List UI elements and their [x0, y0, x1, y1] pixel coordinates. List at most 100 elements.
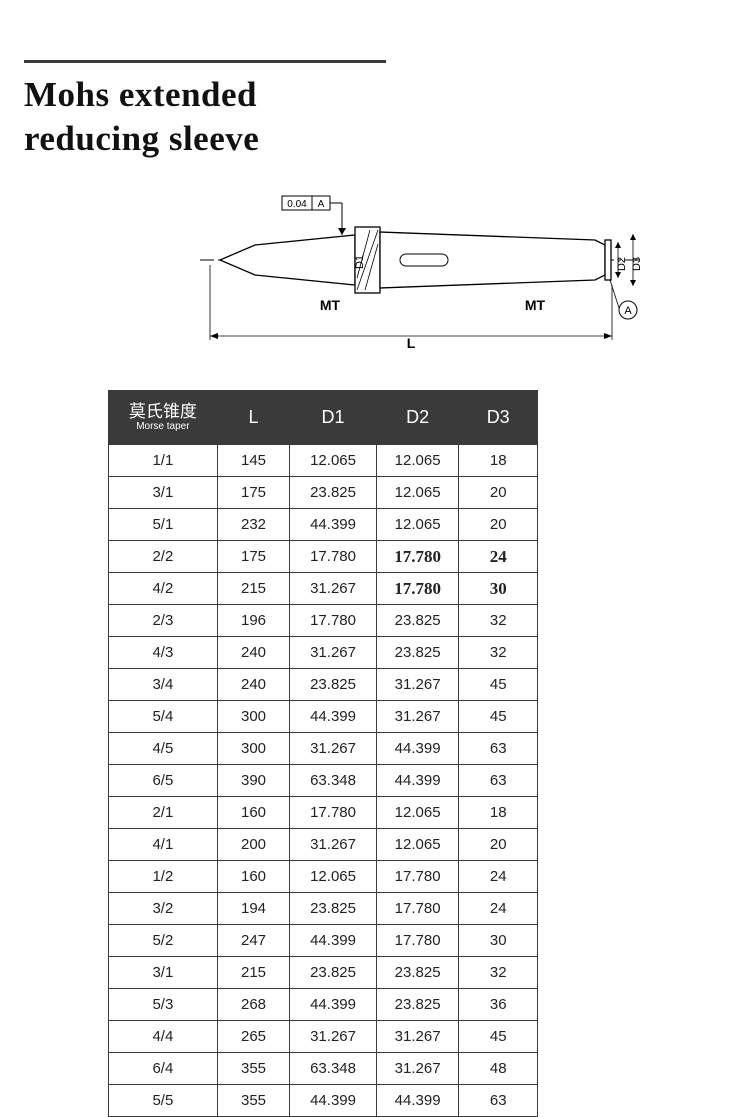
cell-taper: 5/3 [109, 989, 218, 1021]
cell-d2: 17.780 [376, 541, 459, 573]
cell-d3: 18 [459, 797, 538, 829]
cell-l: 240 [217, 669, 290, 701]
cell-d2: 12.065 [376, 445, 459, 477]
cell-taper: 1/1 [109, 445, 218, 477]
page-title: Mohs extended reducing sleeve [24, 73, 386, 161]
cell-d2: 23.825 [376, 605, 459, 637]
cell-d3: 63 [459, 733, 538, 765]
cell-d1: 44.399 [290, 701, 377, 733]
cell-d1: 31.267 [290, 637, 377, 669]
cell-taper: 6/5 [109, 765, 218, 797]
cell-d2: 44.399 [376, 765, 459, 797]
cell-d3: 20 [459, 509, 538, 541]
cell-d1: 17.780 [290, 797, 377, 829]
cell-d1: 23.825 [290, 893, 377, 925]
cell-d3: 24 [459, 893, 538, 925]
cell-d2: 17.780 [376, 861, 459, 893]
cell-l: 215 [217, 957, 290, 989]
cell-d1: 23.825 [290, 669, 377, 701]
cell-taper: 5/5 [109, 1085, 218, 1117]
table-row: 3/117523.82512.06520 [109, 477, 538, 509]
cell-d3: 30 [459, 573, 538, 605]
cell-d1: 17.780 [290, 541, 377, 573]
dim-d1: D1 [354, 255, 366, 269]
cell-d1: 31.267 [290, 733, 377, 765]
table-row: 4/426531.26731.26745 [109, 1021, 538, 1053]
cell-taper: 4/5 [109, 733, 218, 765]
cell-l: 145 [217, 445, 290, 477]
cell-taper: 5/2 [109, 925, 218, 957]
cell-taper: 4/1 [109, 829, 218, 861]
col-taper-cn: 莫氏锥度 [109, 403, 217, 422]
table-row: 1/216012.06517.78024 [109, 861, 538, 893]
cell-d3: 24 [459, 861, 538, 893]
cell-d2: 23.825 [376, 637, 459, 669]
specs-table-body: 1/114512.06512.065183/117523.82512.06520… [109, 445, 538, 1117]
cell-d2: 44.399 [376, 733, 459, 765]
table-row: 3/424023.82531.26745 [109, 669, 538, 701]
cell-l: 300 [217, 733, 290, 765]
cell-d2: 12.065 [376, 829, 459, 861]
cell-d1: 44.399 [290, 989, 377, 1021]
tolerance-ref: A [318, 199, 325, 210]
cell-d2: 31.267 [376, 1053, 459, 1085]
cell-d1: 12.065 [290, 445, 377, 477]
col-l: L [217, 391, 290, 445]
cell-taper: 3/1 [109, 477, 218, 509]
cell-d2: 12.065 [376, 477, 459, 509]
table-row: 1/114512.06512.06518 [109, 445, 538, 477]
table-row: 5/123244.39912.06520 [109, 509, 538, 541]
cell-l: 194 [217, 893, 290, 925]
cell-d1: 23.825 [290, 957, 377, 989]
cell-l: 160 [217, 797, 290, 829]
col-taper-en: Morse taper [109, 421, 217, 432]
engineering-diagram: D1 D2 D3 0.04 A MT MT A L [200, 190, 640, 350]
cell-d2: 17.780 [376, 925, 459, 957]
cell-taper: 2/1 [109, 797, 218, 829]
col-d1: D1 [290, 391, 377, 445]
cell-d2: 17.780 [376, 573, 459, 605]
datum-a: A [624, 305, 632, 317]
cell-d3: 30 [459, 925, 538, 957]
table-row: 4/324031.26723.82532 [109, 637, 538, 669]
cell-l: 196 [217, 605, 290, 637]
cell-d3: 18 [459, 445, 538, 477]
cell-l: 175 [217, 541, 290, 573]
cell-d2: 31.267 [376, 669, 459, 701]
table-row: 3/219423.82517.78024 [109, 893, 538, 925]
cell-d3: 63 [459, 1085, 538, 1117]
cell-d3: 20 [459, 477, 538, 509]
table-row: 4/530031.26744.39963 [109, 733, 538, 765]
table-row: 6/435563.34831.26748 [109, 1053, 538, 1085]
tolerance-value: 0.04 [287, 199, 307, 210]
cell-l: 240 [217, 637, 290, 669]
cell-d3: 48 [459, 1053, 538, 1085]
cell-taper: 3/4 [109, 669, 218, 701]
specs-table: 莫氏锥度 Morse taper L D1 D2 D3 1/114512.065… [108, 390, 538, 1117]
cell-d3: 20 [459, 829, 538, 861]
cell-l: 175 [217, 477, 290, 509]
cell-taper: 4/2 [109, 573, 218, 605]
cell-taper: 1/2 [109, 861, 218, 893]
cell-d2: 23.825 [376, 957, 459, 989]
title-block: Mohs extended reducing sleeve [24, 60, 386, 161]
cell-l: 200 [217, 829, 290, 861]
cell-d2: 44.399 [376, 1085, 459, 1117]
cell-taper: 6/4 [109, 1053, 218, 1085]
cell-d1: 44.399 [290, 509, 377, 541]
cell-d2: 31.267 [376, 701, 459, 733]
table-row: 2/319617.78023.82532 [109, 605, 538, 637]
table-row: 5/535544.39944.39963 [109, 1085, 538, 1117]
cell-l: 232 [217, 509, 290, 541]
table-row: 2/217517.78017.78024 [109, 541, 538, 573]
table-row: 2/116017.78012.06518 [109, 797, 538, 829]
cell-d1: 31.267 [290, 573, 377, 605]
table-row: 5/326844.39923.82536 [109, 989, 538, 1021]
cell-d3: 32 [459, 957, 538, 989]
cell-d2: 12.065 [376, 797, 459, 829]
table-row: 5/224744.39917.78030 [109, 925, 538, 957]
cell-l: 215 [217, 573, 290, 605]
cell-d3: 45 [459, 1021, 538, 1053]
table-row: 3/121523.82523.82532 [109, 957, 538, 989]
col-taper: 莫氏锥度 Morse taper [109, 391, 218, 445]
